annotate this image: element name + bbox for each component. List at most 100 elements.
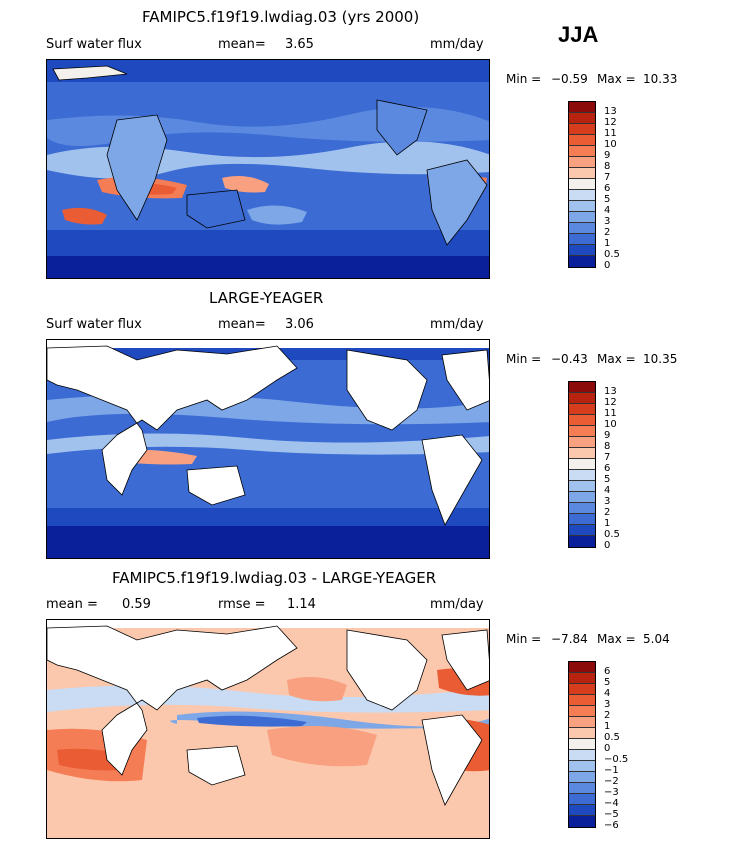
- max-label: Max =: [597, 352, 636, 366]
- map-panel-3: [46, 619, 490, 839]
- colorbar-swatch: [569, 772, 595, 783]
- colorbar-swatch: [569, 245, 595, 256]
- colorbar-tick-label: 10: [604, 419, 617, 430]
- colorbar-tick-label: −2: [604, 776, 619, 787]
- field-label: Surf water flux: [46, 317, 142, 332]
- colorbar-swatch: [569, 415, 595, 426]
- units-label: mm/day: [430, 597, 484, 612]
- colorbar-tick-label: −4: [604, 798, 619, 809]
- colorbar-swatch: [569, 124, 595, 135]
- colorbar-tick-label: 11: [604, 408, 617, 419]
- min-value: −7.84: [551, 632, 588, 646]
- colorbar-tick-label: 6: [604, 666, 611, 677]
- colorbar-tick-label: 12: [604, 397, 617, 408]
- colorbar-tick-label: −5: [604, 809, 619, 820]
- rmse-label: rmse =: [218, 597, 266, 612]
- colorbar-swatch: [569, 717, 595, 728]
- colorbar-swatch: [569, 146, 595, 157]
- colorbar-tick-label: 4: [604, 205, 611, 216]
- colorbar-swatch: [569, 761, 595, 772]
- colorbar-tick-label: −0.5: [604, 754, 629, 765]
- colorbar-swatch: [569, 113, 595, 124]
- units-label: mm/day: [430, 317, 484, 332]
- colorbar-tick-label: 10: [604, 139, 617, 150]
- panel-title: FAMIPC5.f19f19.lwdiag.03 (yrs 2000): [142, 8, 420, 26]
- mean-label: mean =: [46, 597, 98, 612]
- mean-label: mean=: [218, 37, 266, 52]
- colorbar-swatch: [569, 459, 595, 470]
- colorbar-swatch: [569, 684, 595, 695]
- map-svg: [47, 60, 489, 278]
- colorbar-tick-label: −1: [604, 765, 619, 776]
- colorbar-swatch: [569, 816, 595, 827]
- colorbar-swatch: [569, 695, 595, 706]
- colorbar-tick-label: 2: [604, 227, 611, 238]
- colorbar-tick-label: 7: [604, 172, 611, 183]
- colorbar-panel-3: [568, 661, 596, 828]
- min-value: −0.59: [551, 72, 588, 86]
- max-label: Max =: [597, 632, 636, 646]
- max-value: 5.04: [643, 632, 670, 646]
- colorbar-tick-label: 13: [604, 386, 617, 397]
- colorbar-tick-label: 1: [604, 238, 611, 249]
- colorbar-tick-label: 3: [604, 699, 611, 710]
- colorbar-swatch: [569, 739, 595, 750]
- colorbar-swatch: [569, 783, 595, 794]
- colorbar-tick-label: −3: [604, 787, 619, 798]
- season-label: JJA: [558, 22, 599, 47]
- colorbar-tick-label: 6: [604, 183, 611, 194]
- map-panel-1: [46, 59, 490, 279]
- colorbar-swatch: [569, 481, 595, 492]
- colorbar-swatch: [569, 168, 595, 179]
- colorbar-tick-label: 9: [604, 430, 611, 441]
- colorbar-tick-label: 0: [604, 540, 611, 551]
- colorbar-tick-label: 1: [604, 721, 611, 732]
- colorbar-tick-label: 0.5: [604, 249, 620, 260]
- rmse-value: 1.14: [287, 597, 316, 612]
- colorbar-tick-label: 0: [604, 743, 611, 754]
- colorbar-swatch: [569, 135, 595, 146]
- colorbar-swatch: [569, 470, 595, 481]
- colorbar-tick-label: 6: [604, 463, 611, 474]
- colorbar-swatch: [569, 179, 595, 190]
- panel-title: LARGE-YEAGER: [209, 289, 324, 307]
- min-label: Min =: [506, 72, 542, 86]
- colorbar-swatch: [569, 102, 595, 113]
- colorbar-tick-label: −6: [604, 820, 619, 831]
- colorbar-tick-label: 5: [604, 474, 611, 485]
- colorbar-swatch: [569, 190, 595, 201]
- colorbar-tick-label: 4: [604, 688, 611, 699]
- colorbar-tick-label: 3: [604, 216, 611, 227]
- colorbar-tick-label: 7: [604, 452, 611, 463]
- map-panel-2: [46, 339, 490, 559]
- colorbar-swatch: [569, 448, 595, 459]
- colorbar-swatch: [569, 404, 595, 415]
- min-label: Min =: [506, 632, 542, 646]
- colorbar-swatch: [569, 536, 595, 547]
- colorbar-tick-label: 5: [604, 194, 611, 205]
- max-value: 10.35: [643, 352, 678, 366]
- colorbar-tick-label: 9: [604, 150, 611, 161]
- field-label: Surf water flux: [46, 37, 142, 52]
- colorbar-swatch: [569, 503, 595, 514]
- colorbar-swatch: [569, 662, 595, 673]
- mean-value: 0.59: [122, 597, 151, 612]
- map-svg: [47, 620, 489, 838]
- max-label: Max =: [597, 72, 636, 86]
- colorbar-swatch: [569, 706, 595, 717]
- colorbar-panel-1: [568, 101, 596, 268]
- colorbar-tick-label: 0.5: [604, 732, 620, 743]
- map-svg: [47, 340, 489, 558]
- panel-title: FAMIPC5.f19f19.lwdiag.03 - LARGE-YEAGER: [112, 569, 437, 587]
- colorbar-swatch: [569, 794, 595, 805]
- colorbar-tick-label: 0: [604, 260, 611, 271]
- colorbar-tick-label: 8: [604, 441, 611, 452]
- colorbar-swatch: [569, 382, 595, 393]
- min-value: −0.43: [551, 352, 588, 366]
- colorbar-swatch: [569, 728, 595, 739]
- colorbar-tick-label: 2: [604, 710, 611, 721]
- mean-value: 3.06: [285, 317, 314, 332]
- mean-label: mean=: [218, 317, 266, 332]
- colorbar-tick-label: 3: [604, 496, 611, 507]
- colorbar-swatch: [569, 492, 595, 503]
